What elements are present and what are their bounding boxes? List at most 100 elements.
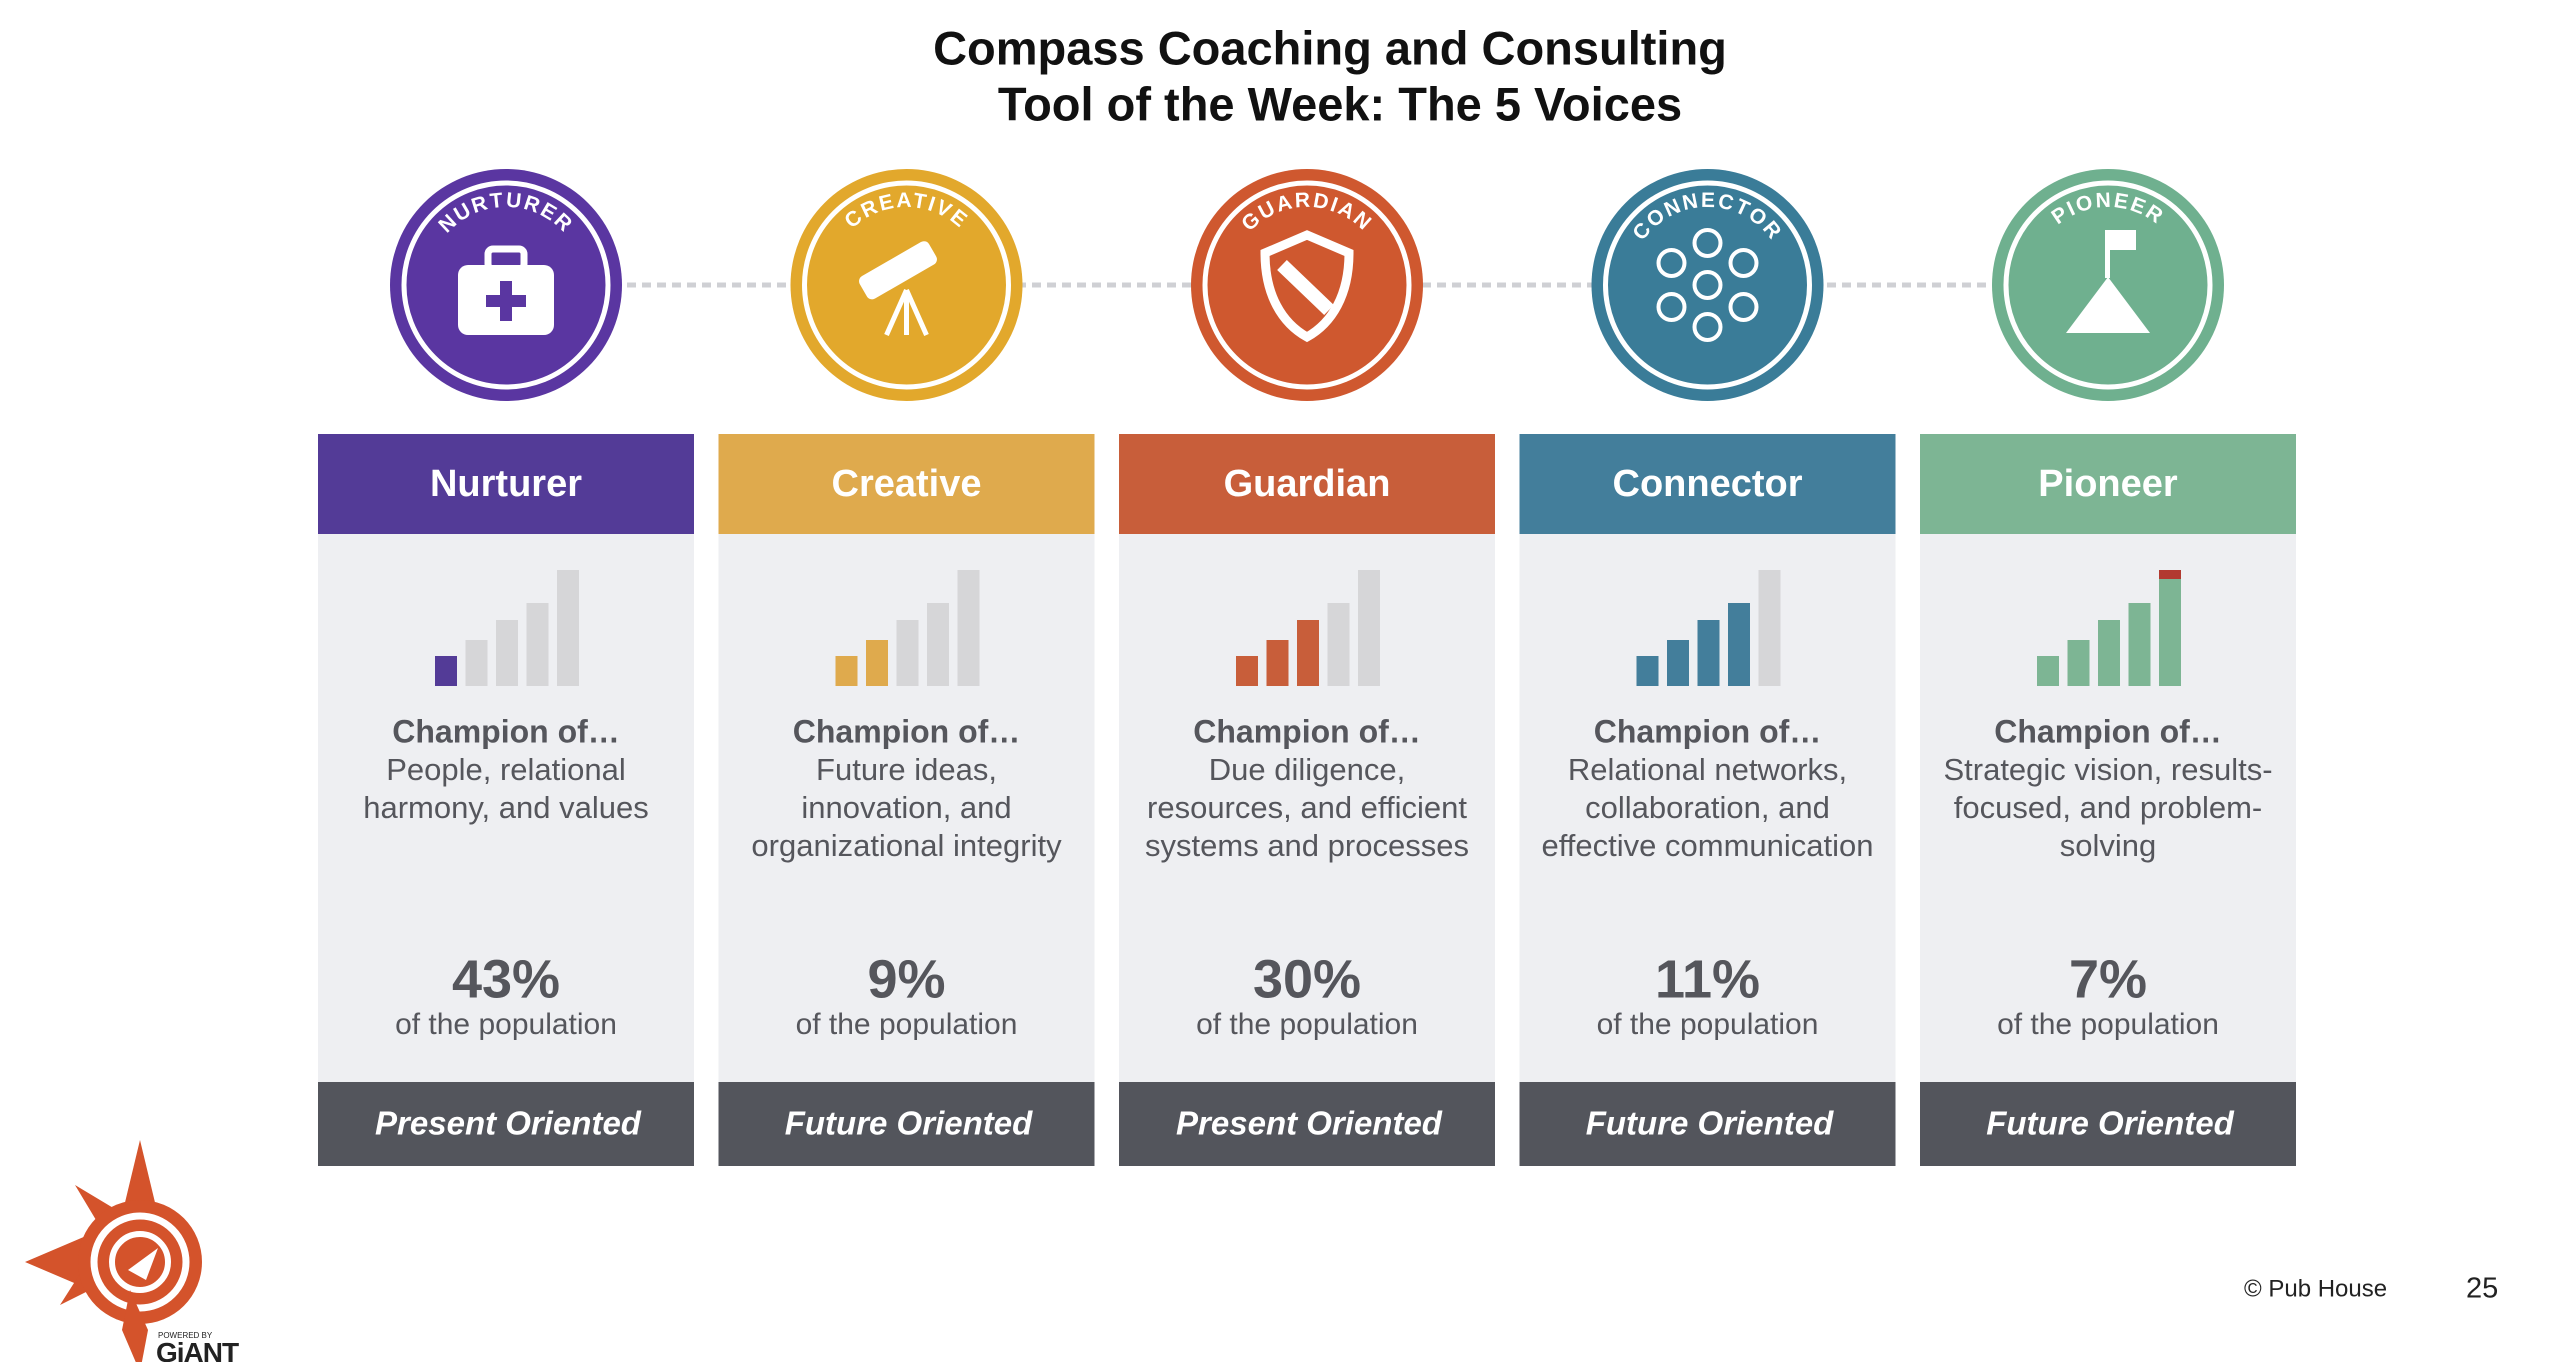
badge-circle (790, 169, 1023, 401)
copyright: © Pub House (2244, 1275, 2387, 1302)
logo-tagline: POWERED BY (158, 1331, 213, 1340)
badge-icon (2066, 230, 2150, 333)
icon-part (1692, 312, 1723, 342)
description-line: focused, and problem- (1954, 790, 2262, 825)
badge-ring (1603, 180, 1812, 390)
level-bar (2159, 570, 2181, 686)
percentage: 7% (2069, 949, 2147, 1009)
champion-label: Champion of… (1193, 713, 1421, 749)
voice-name: Nurturer (430, 463, 582, 505)
logo-text: GiANT (156, 1337, 239, 1362)
orientation: Future Oriented (1986, 1105, 2234, 1142)
icon-part (1692, 270, 1723, 300)
percentage: 11% (1655, 949, 1760, 1009)
badge-icon (1260, 230, 1354, 343)
footer-bar (1119, 1082, 1495, 1166)
icon-part (2066, 277, 2150, 333)
badge-icon (1656, 228, 1759, 342)
header-bar (318, 434, 694, 534)
level-bar (1728, 603, 1750, 686)
badge-ring (401, 180, 611, 390)
icon-part (1277, 259, 1334, 316)
level-bar (1236, 656, 1258, 686)
header-bar (1519, 434, 1896, 534)
badge-ring (2003, 180, 2213, 390)
title-line: Compass Coaching and Consulting (933, 21, 1727, 74)
badge-ring (1202, 180, 1412, 390)
description-line: resources, and efficient (1147, 790, 1467, 825)
description-line: collaboration, and (1585, 790, 1830, 825)
description-line: effective communication (1542, 828, 1874, 863)
orientation: Future Oriented (785, 1105, 1033, 1142)
header-bar (718, 434, 1095, 534)
icon-part (1656, 292, 1687, 322)
footer-bar (318, 1082, 694, 1166)
level-bar (896, 620, 919, 686)
champion-label: Champion of… (1994, 713, 2222, 749)
voice-name: Pioneer (2038, 463, 2178, 505)
description-line: People, relational (386, 752, 626, 787)
voice-name: Creative (832, 463, 982, 505)
description-line: innovation, and (801, 790, 1011, 825)
level-bar (957, 570, 980, 686)
level-bar (465, 640, 488, 686)
orientation: Future Oriented (1586, 1105, 1834, 1142)
level-bar (526, 603, 549, 686)
level-bar (2098, 620, 2120, 686)
population-label: of the population (395, 1008, 617, 1041)
icon-part (1692, 228, 1723, 258)
description-line: harmony, and values (363, 790, 648, 825)
badge-icon (458, 245, 554, 335)
level-bar (2037, 656, 2059, 686)
icon-part (484, 245, 528, 273)
page-number: 25 (2466, 1273, 2498, 1305)
percentage: 43% (452, 949, 560, 1009)
footer-bar (1519, 1082, 1896, 1166)
icon-part (859, 241, 937, 300)
level-bar (1667, 640, 1689, 686)
champion-label: Champion of… (1594, 713, 1822, 749)
level-cap (2159, 570, 2181, 579)
description-line: Future ideas, (816, 752, 997, 787)
voice-name: Guardian (1224, 463, 1391, 505)
badge-icon (859, 241, 937, 337)
level-bar (835, 656, 858, 686)
level-bar (557, 570, 579, 686)
icon-part (1728, 248, 1759, 278)
header-bar (1920, 434, 2296, 534)
badge-circle (1591, 169, 1824, 401)
icon-part (486, 281, 526, 321)
population-label: of the population (1196, 1008, 1418, 1041)
percentage: 9% (867, 949, 945, 1009)
level-bar (1297, 620, 1319, 686)
voice-name: Connector (1613, 463, 1803, 505)
icon-part (1728, 292, 1759, 322)
population-label: of the population (1597, 1008, 1819, 1041)
title-line: Tool of the Week: The 5 Voices (998, 77, 1682, 130)
description-line: Strategic vision, results- (1943, 752, 2272, 787)
population-label: of the population (796, 1008, 1018, 1041)
level-bar (1266, 640, 1289, 686)
level-bar (1697, 620, 1720, 686)
level-bar (1758, 570, 1781, 686)
description-line: Relational networks, (1568, 752, 1847, 787)
percentage: 30% (1253, 949, 1361, 1009)
icon-part (884, 288, 929, 337)
level-bar (1358, 570, 1380, 686)
description-line: Due diligence, (1209, 752, 1405, 787)
level-bar (1327, 603, 1350, 686)
logo: POWERED BY GiANT (25, 1140, 240, 1362)
champion-label: Champion of… (392, 713, 620, 749)
level-bar (1636, 656, 1659, 686)
orientation: Present Oriented (375, 1105, 642, 1142)
level-bar (927, 603, 949, 686)
level-bar (2067, 640, 2090, 686)
population-label: of the population (1997, 1008, 2219, 1041)
icon-part (1656, 248, 1687, 278)
icon-part (2108, 230, 2136, 250)
level-bar (866, 640, 888, 686)
footer-bar (1920, 1082, 2296, 1166)
footer-bar (718, 1082, 1095, 1166)
